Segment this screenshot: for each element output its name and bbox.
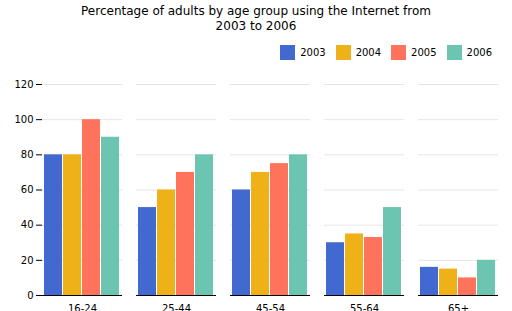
- svg-text:0: 0: [27, 290, 33, 301]
- svg-text:100: 100: [14, 114, 33, 125]
- svg-text:25-44: 25-44: [162, 303, 191, 311]
- svg-text:120: 120: [14, 79, 33, 90]
- html-text:2003: 2003: [300, 47, 326, 58]
- svg-text:20: 20: [21, 255, 34, 266]
- svg-text:40: 40: [21, 219, 34, 230]
- html-text:Percentage of adults by age gr: Percentage of adults by age group using …: [81, 4, 431, 33]
- svg-text:16-24: 16-24: [68, 303, 97, 311]
- svg-text:60: 60: [21, 184, 34, 195]
- svg-text:80: 80: [21, 149, 34, 160]
- html-text:2006: 2006: [466, 47, 492, 58]
- svg-text:65+: 65+: [448, 303, 469, 311]
- html-text:2004: 2004: [355, 47, 382, 58]
- svg-text:45-54: 45-54: [256, 303, 285, 311]
- html-text:2005: 2005: [411, 47, 437, 58]
- svg-text:55-64: 55-64: [350, 303, 379, 311]
